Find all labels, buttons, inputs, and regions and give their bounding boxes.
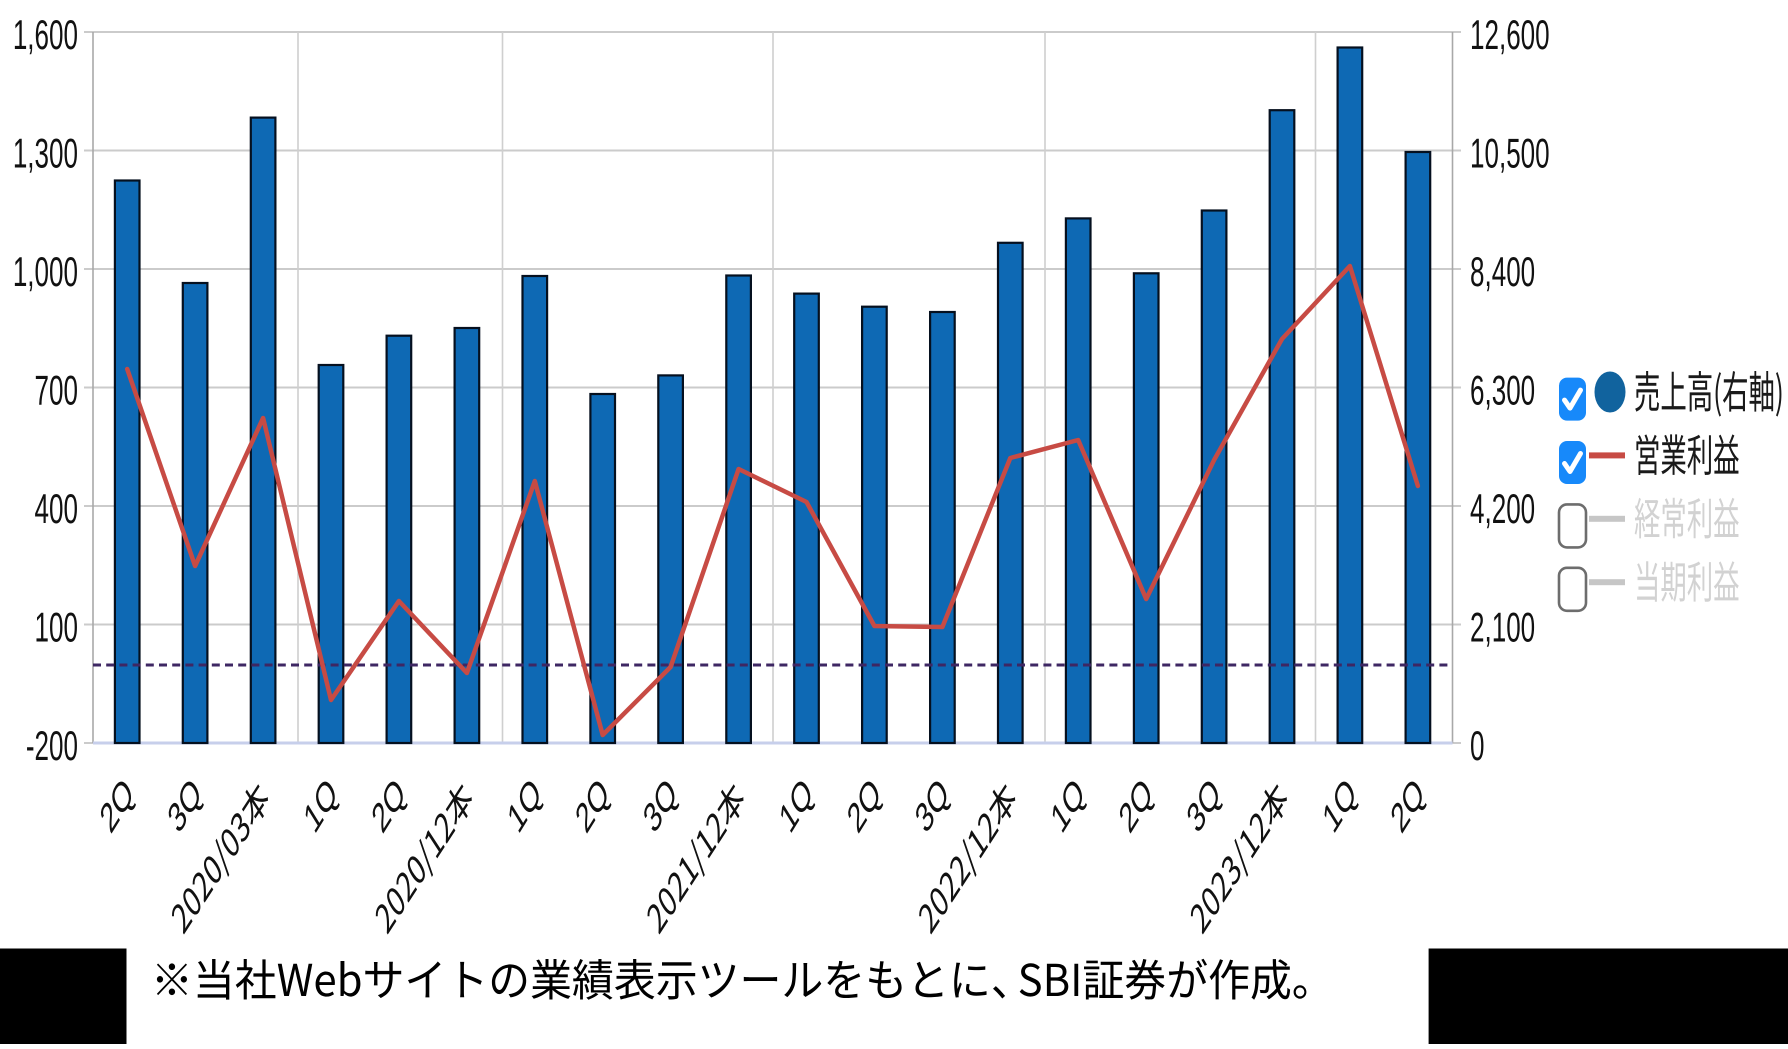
svg-text:1,600: 1,600 [13,12,78,59]
svg-text:12,600: 12,600 [1470,12,1550,59]
svg-text:1,000: 1,000 [13,249,78,296]
svg-text:4,200: 4,200 [1470,486,1535,533]
svg-text:0: 0 [1470,723,1484,770]
svg-text:1,300: 1,300 [13,130,78,177]
svg-text:700: 700 [35,367,78,414]
svg-text:100: 100 [35,604,78,651]
svg-text:2,100: 2,100 [1470,604,1535,651]
svg-text:6,300: 6,300 [1470,367,1535,414]
svg-text:8,400: 8,400 [1470,249,1535,296]
svg-text:-200: -200 [26,723,78,770]
svg-text:400: 400 [35,486,78,533]
svg-text:10,500: 10,500 [1470,130,1550,177]
